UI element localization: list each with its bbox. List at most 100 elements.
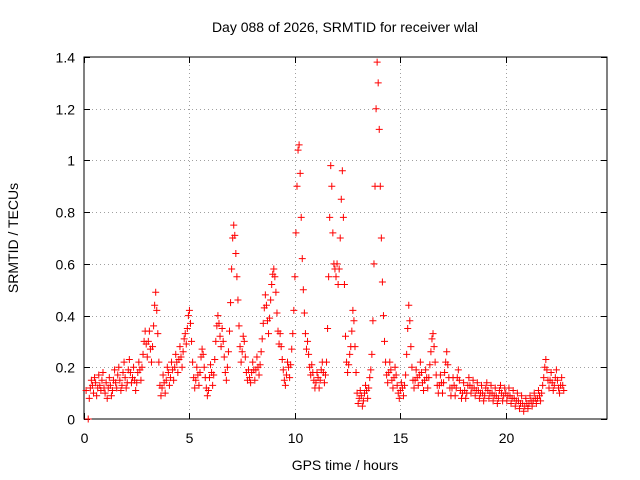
data-point [539, 381, 547, 389]
data-point [188, 337, 196, 345]
data-point [149, 343, 157, 351]
data-point [195, 381, 203, 389]
data-point [328, 182, 336, 190]
data-point [547, 368, 555, 376]
data-point [515, 405, 523, 413]
data-point [99, 368, 107, 376]
data-point [272, 288, 280, 296]
data-point [184, 312, 192, 320]
data-point [279, 366, 287, 374]
data-point [469, 376, 477, 384]
data-point [522, 394, 530, 402]
data-point [420, 387, 428, 395]
data-point [412, 366, 420, 374]
data-point [351, 343, 359, 351]
data-point [475, 394, 483, 402]
data-point [537, 397, 545, 405]
data-point [235, 322, 243, 330]
data-point [219, 337, 227, 345]
data-point [376, 182, 384, 190]
data-point [112, 379, 120, 387]
data-point [280, 376, 288, 384]
data-point [365, 384, 373, 392]
data-point [526, 392, 534, 400]
data-point [224, 348, 232, 356]
data-point [543, 366, 551, 374]
data-point [246, 374, 254, 382]
data-point [292, 229, 300, 237]
y-tick-label: 0.8 [56, 205, 76, 221]
data-point [325, 273, 333, 281]
data-point [273, 309, 281, 317]
data-point [118, 381, 126, 389]
data-point [372, 105, 380, 113]
data-point [359, 397, 367, 405]
data-point [312, 379, 320, 387]
x-tick-label: 5 [186, 430, 194, 446]
data-point [270, 265, 278, 273]
data-point [455, 376, 463, 384]
data-point [378, 278, 386, 286]
data-point [511, 402, 519, 410]
data-point [333, 260, 341, 268]
data-point [221, 368, 229, 376]
data-point [481, 392, 489, 400]
data-point [257, 348, 265, 356]
data-point [559, 381, 567, 389]
y-tick-label: 0 [67, 412, 75, 428]
data-point [180, 335, 188, 343]
data-point [349, 306, 357, 314]
data-point [220, 353, 228, 361]
data-series-srmtid [82, 58, 568, 423]
data-point [196, 368, 204, 376]
data-point [348, 327, 356, 335]
data-point [236, 343, 244, 351]
data-point [316, 376, 324, 384]
data-point [265, 330, 273, 338]
data-point [200, 363, 208, 371]
data-point [247, 379, 255, 387]
data-point [401, 381, 409, 389]
data-point [258, 335, 266, 343]
data-point [471, 392, 479, 400]
data-point [222, 376, 230, 384]
data-point [430, 343, 438, 351]
data-point [278, 356, 286, 364]
y-axis-label: SRMTID / TECUs [5, 183, 21, 293]
data-point [215, 319, 223, 327]
data-point [119, 368, 127, 376]
data-point [249, 358, 257, 366]
data-point [153, 306, 161, 314]
data-point [473, 379, 481, 387]
data-point [205, 374, 213, 382]
data-point [207, 361, 215, 369]
data-point [308, 361, 316, 369]
data-point [193, 363, 201, 371]
data-point [374, 79, 382, 87]
data-point [91, 374, 99, 382]
data-point [377, 234, 385, 242]
data-point [261, 291, 269, 299]
data-point [387, 366, 395, 374]
data-point [425, 374, 433, 382]
y-tick-label: 0.6 [56, 257, 76, 273]
y-tick-label: 0.4 [56, 309, 76, 325]
data-point [552, 366, 560, 374]
data-point [444, 361, 452, 369]
data-point [478, 381, 486, 389]
data-point [545, 384, 553, 392]
data-point [395, 394, 403, 402]
data-point [111, 366, 119, 374]
data-point [226, 327, 234, 335]
data-point [417, 368, 425, 376]
data-point [299, 286, 307, 294]
data-point [214, 312, 222, 320]
data-point [367, 366, 375, 374]
data-point [405, 301, 413, 309]
data-point [151, 301, 159, 309]
data-point [239, 332, 247, 340]
data-point [138, 363, 146, 371]
data-point [416, 358, 424, 366]
data-point [267, 296, 275, 304]
data-point [209, 381, 217, 389]
